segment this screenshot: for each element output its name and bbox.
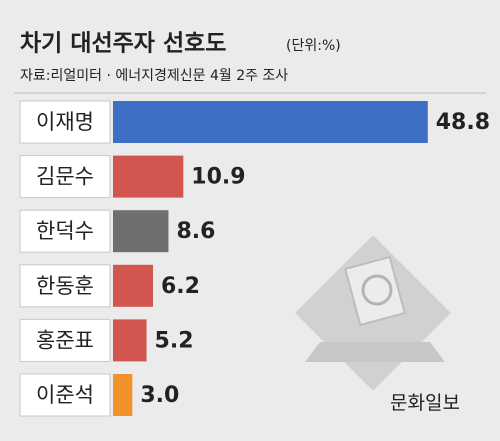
label-box	[19, 318, 111, 362]
value-label: 3.0	[140, 383, 179, 408]
bar	[113, 101, 428, 143]
bar	[113, 210, 169, 253]
value-label: 5.2	[155, 328, 194, 353]
category-label: 한동훈	[36, 274, 94, 298]
bar	[113, 374, 133, 416]
category-label: 김문수	[36, 165, 94, 189]
label-box	[19, 373, 111, 417]
bar	[113, 264, 153, 307]
bar	[113, 155, 184, 198]
value-label: 6.2	[161, 274, 200, 299]
label-box	[19, 209, 111, 253]
value-label: 48.8	[436, 110, 490, 135]
value-label: 10.9	[191, 165, 245, 190]
chart-title: 차기 대선주자 선호도	[20, 31, 226, 57]
label-box	[19, 155, 111, 199]
source-note: 자료:리얼미터 · 에너지경제신문 4월 2주 조사	[20, 68, 288, 84]
category-label: 이준석	[36, 383, 94, 407]
label-box	[19, 264, 111, 308]
category-label: 이재명	[36, 110, 94, 134]
value-label: 8.6	[176, 219, 215, 244]
credit: 문화일보	[390, 392, 460, 414]
label-box	[19, 100, 111, 144]
category-label: 한덕수	[36, 219, 94, 243]
category-label: 홍준표	[36, 328, 94, 352]
unit-note: (단위:%)	[286, 38, 341, 54]
bar	[113, 319, 147, 362]
ballot-icon	[295, 235, 451, 391]
